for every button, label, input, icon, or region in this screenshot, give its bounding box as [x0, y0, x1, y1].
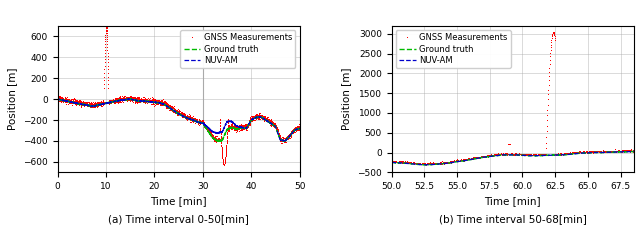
Ground truth	[265, 121, 273, 124]
NUV-AM	[54, 98, 61, 101]
NUV-AM	[96, 103, 104, 106]
Ground truth	[621, 150, 628, 153]
GNSS Measurements	[96, 104, 104, 107]
X-axis label: Time [min]: Time [min]	[484, 197, 541, 206]
NUV-AM	[399, 162, 407, 164]
GNSS Measurements	[488, 155, 496, 158]
Line: Ground truth: Ground truth	[58, 99, 300, 141]
Line: GNSS Measurements: GNSS Measurements	[391, 32, 634, 166]
Y-axis label: Position [m]: Position [m]	[8, 68, 17, 130]
NUV-AM	[629, 150, 637, 153]
NUV-AM	[157, 102, 165, 105]
GNSS Measurements	[449, 161, 457, 164]
Line: GNSS Measurements: GNSS Measurements	[57, 25, 300, 167]
NUV-AM	[54, 98, 61, 101]
GNSS Measurements	[220, 164, 228, 167]
Ground truth	[54, 97, 62, 100]
Ground truth	[488, 155, 496, 158]
NUV-AM	[406, 162, 414, 165]
Ground truth	[630, 150, 637, 153]
Y-axis label: Position [m]: Position [m]	[342, 68, 351, 130]
NUV-AM	[291, 128, 299, 131]
Ground truth	[296, 126, 303, 129]
GNSS Measurements	[574, 152, 582, 155]
NUV-AM	[147, 101, 154, 103]
GNSS Measurements	[265, 119, 273, 122]
GNSS Measurements	[291, 126, 299, 129]
GNSS Measurements	[147, 102, 154, 105]
X-axis label: Time [min]: Time [min]	[150, 197, 207, 206]
GNSS Measurements	[81, 102, 89, 105]
GNSS Measurements	[422, 164, 429, 167]
NUV-AM	[281, 140, 289, 143]
Ground truth	[422, 164, 429, 166]
GNSS Measurements	[102, 25, 110, 27]
NUV-AM	[265, 121, 273, 123]
Ground truth	[574, 152, 582, 155]
NUV-AM	[630, 150, 637, 153]
NUV-AM	[574, 152, 582, 155]
Ground truth	[399, 162, 407, 165]
Title: (a) Time interval 0-50[min]: (a) Time interval 0-50[min]	[108, 215, 249, 224]
NUV-AM	[449, 161, 457, 164]
NUV-AM	[621, 150, 628, 153]
Ground truth	[96, 104, 104, 107]
Ground truth	[157, 102, 165, 105]
GNSS Measurements	[399, 162, 407, 164]
Line: NUV-AM: NUV-AM	[392, 152, 634, 165]
GNSS Measurements	[296, 128, 303, 131]
GNSS Measurements	[630, 150, 637, 153]
NUV-AM	[421, 163, 429, 166]
Line: Ground truth: Ground truth	[392, 151, 634, 165]
Ground truth	[629, 150, 637, 153]
GNSS Measurements	[549, 31, 557, 34]
GNSS Measurements	[388, 160, 396, 162]
Legend: GNSS Measurements, Ground truth, NUV-AM: GNSS Measurements, Ground truth, NUV-AM	[396, 30, 511, 68]
Ground truth	[406, 162, 414, 165]
NUV-AM	[296, 127, 303, 130]
Ground truth	[81, 103, 89, 106]
NUV-AM	[488, 155, 496, 158]
GNSS Measurements	[54, 97, 61, 99]
GNSS Measurements	[157, 102, 165, 105]
Ground truth	[54, 98, 61, 101]
Ground truth	[291, 129, 299, 132]
Ground truth	[449, 161, 457, 164]
NUV-AM	[388, 161, 396, 164]
Line: NUV-AM: NUV-AM	[58, 99, 300, 141]
Ground truth	[215, 140, 223, 143]
GNSS Measurements	[406, 162, 414, 165]
GNSS Measurements	[621, 151, 628, 153]
Legend: GNSS Measurements, Ground truth, NUV-AM: GNSS Measurements, Ground truth, NUV-AM	[180, 30, 296, 68]
Ground truth	[147, 100, 154, 103]
Title: (b) Time interval 50-68[min]: (b) Time interval 50-68[min]	[438, 215, 586, 224]
Ground truth	[388, 161, 396, 164]
NUV-AM	[81, 103, 89, 106]
